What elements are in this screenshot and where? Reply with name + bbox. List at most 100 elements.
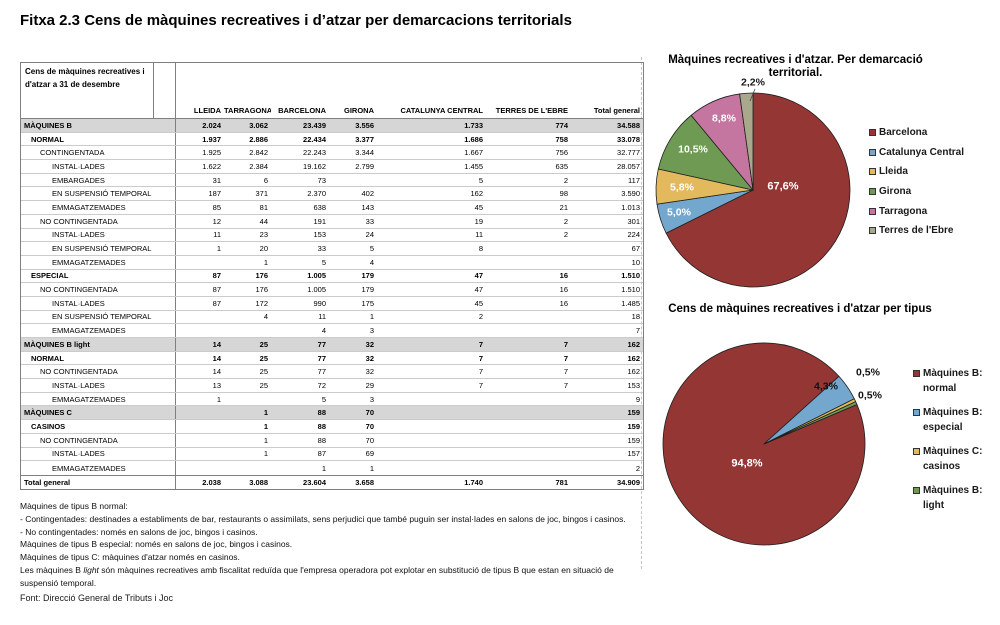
table-row: INSTAL·LADES 11 23 153 24 11 2 224 <box>21 228 643 243</box>
row-label: EMMAGATZEMADES <box>21 201 176 214</box>
value-cell: 70 <box>365 421 374 431</box>
value-cell: 34.909 <box>617 477 640 487</box>
legend-swatch-icon <box>869 227 876 235</box>
value-cell: 3.344 <box>355 148 374 158</box>
column-header: GIRONA <box>344 106 374 115</box>
table-row: EMMAGATZEMADES 1 5 3 9 <box>21 392 643 407</box>
value-cell: 73 <box>317 175 326 185</box>
legend-label: Màquines B: especial <box>923 407 983 433</box>
chart2-legend: Màquines B: normal Màquines B: especial Màqu… <box>913 366 982 522</box>
table-column-headers: LLEIDA TARRAGONA BARCELONA GIRONA CATALUNYA … <box>176 104 643 118</box>
value-cell: 16 <box>559 298 568 308</box>
value-cell: 77 <box>317 353 326 363</box>
value-cell: 162 <box>470 189 483 199</box>
column-header: Total general <box>593 106 640 115</box>
pie-label: 0,5% <box>858 390 883 402</box>
value-cell: 44 <box>259 216 268 226</box>
table-row: CONTINGENTADA 1.925 2.842 22.243 3.344 1.667 7… <box>21 146 643 161</box>
value-cell: 1.005 <box>307 271 326 281</box>
footnote-line: Màquines de tipus C: màquines d'atzar no… <box>20 552 240 563</box>
table-row: MÀQUINES B light 14 25 77 32 7 7 162 <box>21 338 643 352</box>
pie-label: 94,8% <box>731 458 762 470</box>
legend-swatch-icon <box>913 448 920 455</box>
value-cell: 25 <box>259 339 268 349</box>
legend-item: Màquines C: casinos <box>913 444 982 474</box>
page-break-divider <box>641 57 642 569</box>
value-cell: 23.439 <box>303 120 326 130</box>
value-cell: 1 <box>263 435 268 445</box>
value-cell: 2 <box>563 175 568 185</box>
value-cell: 87 <box>212 285 221 295</box>
value-cell: 70 <box>365 435 374 445</box>
value-cell: 32 <box>365 339 374 349</box>
table-row: EN SUSPENSIÓ TEMPORAL 4 11 1 2 18 <box>21 310 643 325</box>
value-cell: 1 <box>216 394 221 404</box>
value-cell: 1 <box>263 257 268 267</box>
table-row: Total general 2.038 3.088 23.604 3.658 1.740 7… <box>21 474 643 489</box>
table-row: NO CONTINGENTADA 12 44 191 33 19 2 301 <box>21 214 643 229</box>
value-cell: 781 <box>555 477 568 487</box>
table-row: NO CONTINGENTADA 87 176 1.005 179 47 16 1.510 <box>21 283 643 297</box>
table-row: EN SUSPENSIÓ TEMPORAL 187 371 2.370 402 162 98… <box>21 187 643 202</box>
value-cell: 2.024 <box>202 120 221 130</box>
legend-swatch-icon <box>913 487 920 494</box>
legend-label: Màquines C: casinos <box>923 446 983 472</box>
value-cell: 88 <box>317 408 326 418</box>
value-cell: 4 <box>263 312 268 322</box>
value-cell: 1.925 <box>202 148 221 158</box>
value-cell: 14 <box>212 339 221 349</box>
value-cell: 638 <box>313 202 326 212</box>
value-cell: 176 <box>255 271 268 281</box>
value-cell: 7 <box>563 353 568 363</box>
table-row: INSTAL·LADES 13 25 72 29 7 7 153 <box>21 379 643 393</box>
value-cell: 8 <box>478 244 483 254</box>
value-cell: 22.243 <box>303 148 326 158</box>
legend-label: Màquines B: light <box>923 485 983 511</box>
value-cell: 3.590 <box>621 189 640 199</box>
legend-label: Catalunya Central <box>879 146 965 158</box>
table-body: MÀQUINES B 2.024 3.062 23.439 3.556 1.733 774 3… <box>21 119 643 489</box>
value-cell: 3.062 <box>249 120 268 130</box>
row-label: EN SUSPENSIÓ TEMPORAL <box>21 310 176 324</box>
value-cell: 47 <box>474 285 483 295</box>
pie-slice <box>763 401 858 445</box>
value-cell: 1.622 <box>202 161 221 171</box>
footnote-line: Les màquines B light són màquines recrea… <box>20 564 614 588</box>
pie-label: 0,5% <box>856 367 881 379</box>
value-cell: 1 <box>263 408 268 418</box>
legend-item: Barcelona <box>869 123 964 143</box>
value-cell: 25 <box>259 380 268 390</box>
row-label: NO CONTINGENTADA <box>21 433 176 447</box>
value-cell: 34.588 <box>617 120 640 130</box>
legend-label: Màquines B: normal <box>923 368 983 394</box>
value-cell: 16 <box>559 271 568 281</box>
value-cell: 45 <box>474 202 483 212</box>
pie-label: 5,0% <box>667 207 692 219</box>
value-cell: 98 <box>559 189 568 199</box>
legend-swatch-icon <box>913 370 920 377</box>
value-cell: 1 <box>369 312 374 322</box>
census-table: Cens de màquines recreatives i d'atzar a… <box>20 62 644 490</box>
pie-label: 8,8% <box>712 113 737 125</box>
row-label: NORMAL <box>21 351 176 365</box>
value-cell: 157 <box>627 449 640 459</box>
value-cell: 117 <box>628 175 640 185</box>
legend-label: Girona <box>879 186 912 198</box>
table-row: NORMAL 14 25 77 32 7 7 162 <box>21 351 643 366</box>
value-cell: 87 <box>317 449 326 459</box>
value-cell: 14 <box>212 367 221 377</box>
value-cell: 162 <box>627 353 640 363</box>
value-cell: 1 <box>369 463 374 473</box>
table-row: EMMAGATZEMADES 1 5 4 10 <box>21 255 643 270</box>
value-cell: 2.038 <box>202 477 221 487</box>
value-cell: 153 <box>313 230 326 240</box>
row-label: MÀQUINES B <box>21 119 176 132</box>
legend-item: Catalunya Central <box>869 143 964 163</box>
value-cell: 301 <box>627 216 640 226</box>
value-cell: 14 <box>212 353 221 363</box>
value-cell: 5 <box>321 394 326 404</box>
value-cell: 47 <box>474 271 483 281</box>
chart1-pie: 67,6% 5,0% 5,8% 10,5% 8,8% 2,2% <box>655 77 851 288</box>
value-cell: 7 <box>563 367 568 377</box>
